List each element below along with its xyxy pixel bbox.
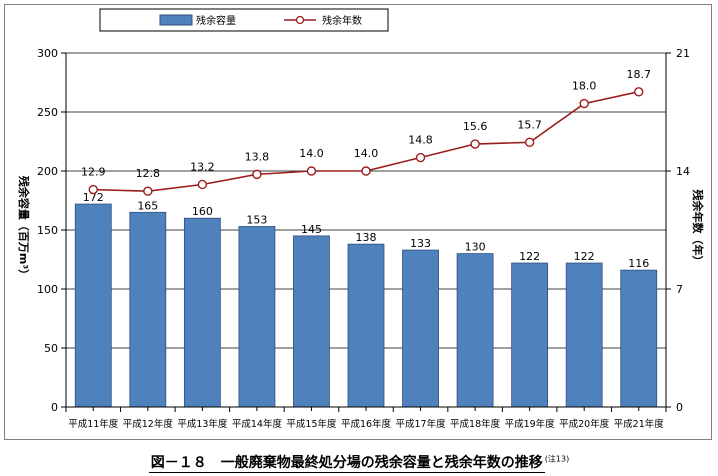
bar-data-label: 122 — [519, 250, 540, 263]
bar-data-label: 145 — [301, 223, 322, 236]
x-category-label: 平成13年度 — [177, 418, 228, 430]
line-data-label: 13.8 — [245, 150, 270, 163]
line-data-label: 13.2 — [190, 160, 215, 173]
bar — [402, 249, 439, 408]
legend-line-marker — [295, 15, 305, 25]
x-category-label: 平成15年度 — [286, 418, 337, 430]
x-category-label: 平成14年度 — [232, 418, 283, 430]
y-left-tick-label: 150 — [37, 224, 58, 237]
bar — [511, 262, 549, 408]
bar-layer: 172 165 160 153 145 138 133 130 122 122 116 — [74, 191, 658, 408]
axis-layer: 0 50 100 150 200 250 300 0 7 14 21 平成11年度 平成12年度 平成13… — [37, 47, 690, 430]
line-point — [579, 98, 589, 109]
line-layer: 12.9 12.8 13.2 13.8 14.0 14.0 14.8 15.6 15.7 18.0… — [81, 68, 651, 196]
bar — [456, 253, 494, 408]
x-category-label: 平成18年度 — [450, 418, 501, 430]
bar-data-label: 172 — [83, 191, 104, 204]
bar-data-label: 153 — [246, 213, 267, 226]
y-left-tick-label: 300 — [37, 47, 58, 60]
line-data-label: 14.0 — [354, 147, 379, 160]
y-right-tick-label: 21 — [676, 47, 690, 60]
y-right-tick-label: 7 — [676, 283, 683, 296]
line-point — [197, 179, 208, 190]
y-axis-left-title: 残余容量（百万m³） — [17, 176, 31, 280]
legend: 残余容量 残余年数 — [99, 8, 389, 32]
x-category-label: 平成19年度 — [505, 418, 556, 430]
y-left-tick-label: 200 — [37, 165, 58, 178]
bar — [620, 269, 658, 408]
bar-data-label: 160 — [192, 205, 213, 218]
caption-main: 図－１８ 一般廃棄物最終処分場の残余容量と残余年数の推移 — [148, 455, 545, 473]
chart-frame — [4, 4, 712, 440]
legend-line-label: 残余年数 — [322, 14, 362, 27]
line-data-label: 15.7 — [517, 118, 542, 131]
legend-bar-label: 残余容量 — [196, 14, 236, 27]
bar-data-label: 138 — [356, 231, 377, 244]
line-data-label: 18.7 — [626, 68, 651, 81]
line-data-label: 12.8 — [136, 167, 161, 180]
line-point — [252, 169, 262, 180]
line-data-label: 14.8 — [408, 134, 433, 147]
x-category-label: 平成20年度 — [559, 418, 610, 430]
bar-data-label: 133 — [410, 237, 431, 250]
bar-data-label: 116 — [628, 257, 649, 270]
line-data-label: 14.0 — [299, 147, 324, 160]
line-point — [415, 152, 426, 163]
x-category-label: 平成16年度 — [341, 418, 392, 430]
bar — [238, 226, 276, 408]
bar — [347, 243, 385, 408]
x-category-label: 平成11年度 — [68, 418, 119, 430]
line-data-label: 15.6 — [463, 120, 488, 133]
line-point — [361, 166, 371, 176]
line-point — [634, 87, 644, 97]
x-category-label: 平成21年度 — [614, 418, 665, 430]
y-axis-right-title: 残余年数（年） — [691, 190, 705, 267]
bar-data-label: 130 — [465, 241, 486, 254]
caption-note: (注13) — [544, 454, 570, 464]
line-point — [470, 139, 480, 149]
bar — [565, 262, 603, 408]
y-left-tick-label: 0 — [51, 401, 58, 414]
line-point — [524, 137, 535, 148]
bar — [183, 217, 221, 408]
y-right-tick-label: 0 — [676, 401, 683, 414]
line-data-label: 12.9 — [81, 166, 106, 179]
series-line-remaining-years — [93, 90, 639, 193]
x-category-label: 平成17年度 — [395, 418, 446, 430]
y-right-tick-label: 14 — [676, 165, 690, 178]
bar — [74, 203, 112, 408]
line-data-label: 18.0 — [572, 80, 597, 93]
y-left-tick-label: 250 — [37, 106, 58, 119]
bar — [129, 211, 167, 408]
y-left-tick-label: 100 — [37, 283, 58, 296]
x-category-label: 平成12年度 — [123, 418, 174, 430]
figure-caption: 図－１８ 一般廃棄物最終処分場の残余容量と残余年数の推移 (注13) — [0, 452, 718, 473]
bar-data-label: 165 — [137, 199, 158, 212]
bar-data-label: 122 — [574, 250, 595, 263]
bar — [293, 235, 330, 408]
line-point — [306, 166, 317, 176]
y-left-tick-label: 50 — [44, 342, 58, 355]
line-point — [88, 184, 98, 195]
line-point — [143, 186, 153, 196]
legend-bar-swatch — [159, 14, 193, 26]
